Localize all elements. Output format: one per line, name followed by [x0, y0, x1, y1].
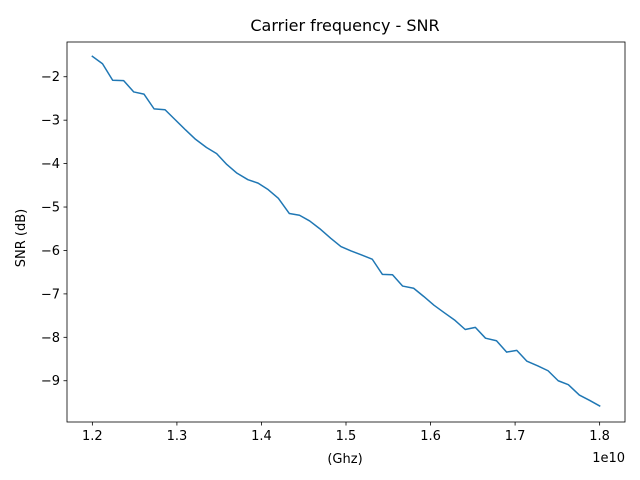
y-tick-label: −3 [41, 114, 60, 129]
x-tick-label: 1.8 [589, 429, 610, 444]
y-tick-label: −9 [41, 374, 60, 389]
y-tick-label: −7 [41, 287, 60, 302]
y-tick-label: −6 [41, 244, 60, 259]
x-tick-label: 1.4 [251, 429, 272, 444]
x-axis-offset-label: 1e10 [592, 451, 625, 466]
y-axis-label: SNR (dB) [14, 209, 29, 267]
x-tick-label: 1.5 [336, 429, 357, 444]
chart-title: Carrier frequency - SNR [250, 16, 439, 35]
x-axis-label: (Ghz) [327, 452, 362, 467]
x-tick-label: 1.2 [82, 429, 103, 444]
y-tick-label: −4 [41, 157, 60, 172]
axes: 1.2 1.3 1.4 1.5 1.6 1.7 1.8 −2 −3 −4 −5 −6 −7 −8 −9 [41, 41, 626, 444]
y-tick-label: −8 [41, 331, 60, 346]
x-tick-label: 1.7 [505, 429, 526, 444]
x-tick-label: 1.3 [167, 429, 188, 444]
plot-area [91, 55, 601, 407]
y-tick-label: −2 [41, 70, 60, 85]
y-tick-label: −5 [41, 201, 60, 216]
x-tick-label: 1.6 [420, 429, 441, 444]
series-line-0 [91, 55, 601, 407]
